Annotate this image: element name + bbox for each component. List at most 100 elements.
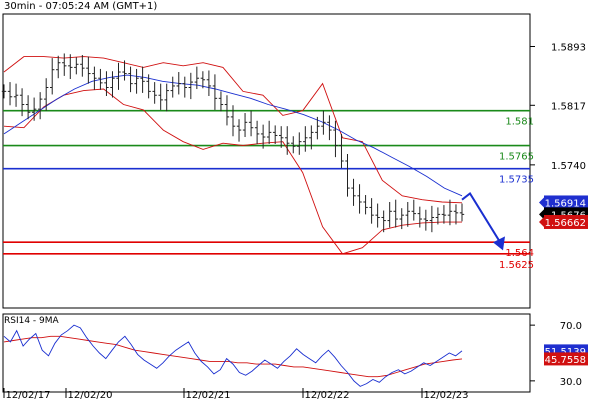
price-bar xyxy=(128,66,133,93)
price-bar xyxy=(423,209,429,231)
price-bar xyxy=(339,133,344,168)
price-bar xyxy=(188,72,194,100)
price-bar xyxy=(429,205,435,233)
level-label: 1.5625 xyxy=(499,260,534,271)
price-bar xyxy=(98,68,103,90)
price-bar xyxy=(260,124,266,149)
price-bar xyxy=(441,205,447,224)
price-bar xyxy=(80,55,85,77)
price-bar xyxy=(363,195,368,215)
price-bar xyxy=(266,120,272,144)
rsi-panel-title: RSI14 - 9MA xyxy=(4,316,59,326)
bollinger-upper-line xyxy=(3,56,463,204)
price-bar xyxy=(387,202,392,228)
price-bar xyxy=(230,105,236,137)
price-bar xyxy=(62,53,67,76)
price-bar xyxy=(50,58,55,95)
price-bar xyxy=(218,91,224,112)
price-bar xyxy=(74,57,79,75)
price-bar xyxy=(405,202,410,227)
price-bar xyxy=(1,84,7,99)
price-bar xyxy=(345,154,350,197)
price-bar xyxy=(236,119,242,142)
price-bar xyxy=(375,203,380,228)
price-label-text: 1.56914 xyxy=(545,198,586,209)
chart-header-title: 30min - 07:05:24 AM (GMT+1) xyxy=(4,1,158,12)
price-bar xyxy=(122,60,127,81)
price-bar xyxy=(435,207,441,225)
rsi-y-tick-label: 30.0 xyxy=(560,377,582,388)
projection-arrowhead xyxy=(493,236,505,251)
price-bar xyxy=(369,198,374,224)
price-bar xyxy=(170,76,175,98)
projection-line xyxy=(461,192,500,241)
price-bar xyxy=(285,126,290,155)
price-bar xyxy=(68,54,73,79)
price-bar xyxy=(182,76,187,98)
price-bar xyxy=(146,74,151,99)
price-bar xyxy=(254,120,260,144)
price-bar xyxy=(43,78,49,111)
x-tick-label: 12/02/21 xyxy=(186,390,231,400)
price-bar xyxy=(291,136,296,154)
price-bar xyxy=(140,66,145,93)
rsi-line xyxy=(3,324,463,387)
price-bar xyxy=(31,97,37,121)
price-layer: 1.5811.57651.57351.5641.56251.569141.567… xyxy=(1,53,588,271)
price-label-text: 1.56662 xyxy=(545,218,586,229)
price-plot-frame xyxy=(2,13,531,309)
price-y-tick-label: 1.5817 xyxy=(551,101,586,112)
price-label-pointer xyxy=(539,209,544,220)
price-bar xyxy=(200,71,206,89)
price-bar xyxy=(224,95,230,126)
price-label-box xyxy=(544,214,588,229)
level-label: 1.5765 xyxy=(499,152,534,163)
price-bar xyxy=(56,55,61,79)
price-bar xyxy=(309,125,314,150)
rsi-plot-frame xyxy=(2,313,531,393)
price-bar xyxy=(248,110,254,137)
x-tick-label: 12/02/22 xyxy=(305,390,350,400)
rsi-y-tick-label: 70.0 xyxy=(560,321,582,332)
price-bar xyxy=(279,126,284,148)
price-bar xyxy=(417,206,423,228)
rsi-ma-line xyxy=(3,335,463,378)
rsi-label-text: 45.7558 xyxy=(545,355,586,366)
price-bar xyxy=(459,203,465,222)
price-bar xyxy=(110,71,115,98)
price-bar xyxy=(86,56,91,84)
price-bar xyxy=(152,82,157,104)
price-bar xyxy=(176,72,181,95)
price-bar xyxy=(333,120,338,158)
price-bar xyxy=(357,184,362,214)
price-bar xyxy=(315,116,320,140)
price-bar xyxy=(158,83,163,110)
bollinger-lower-line xyxy=(3,88,462,255)
price-bar xyxy=(453,204,459,225)
price-bar xyxy=(447,199,453,226)
rsi-label-box xyxy=(544,352,588,366)
price-y-tick-label: 1.5740 xyxy=(551,161,586,172)
price-bar xyxy=(303,126,308,152)
price-bar xyxy=(272,125,278,144)
moving-average-line xyxy=(3,74,463,197)
price-bar xyxy=(393,199,398,228)
price-bar xyxy=(19,88,25,117)
price-bar xyxy=(242,113,248,138)
x-tick-label: 12/02/17 xyxy=(6,390,51,400)
price-bar xyxy=(206,70,212,97)
level-label: 1.5735 xyxy=(499,175,534,186)
level-label: 1.581 xyxy=(505,117,534,128)
price-bar xyxy=(297,132,302,155)
price-label-box xyxy=(544,195,588,210)
price-bar xyxy=(194,66,200,90)
price-bar xyxy=(13,83,19,107)
price-bar xyxy=(104,71,109,97)
price-bar xyxy=(134,68,139,94)
price-bar xyxy=(351,178,356,206)
price-bar xyxy=(25,95,31,120)
price-bar xyxy=(92,66,97,90)
price-bar xyxy=(37,92,43,120)
